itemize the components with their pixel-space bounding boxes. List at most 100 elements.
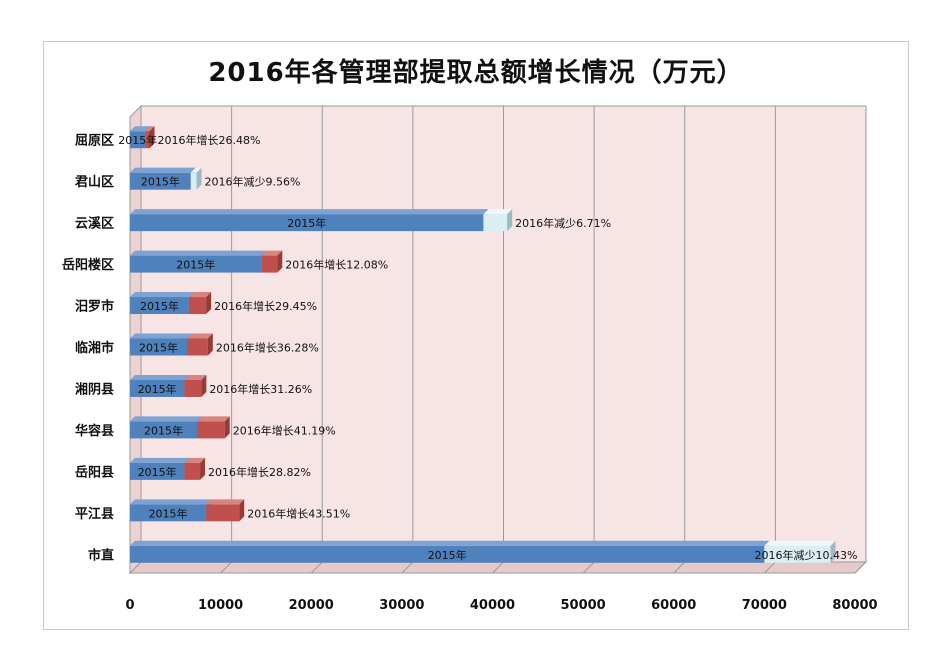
bar-increase-front — [145, 131, 150, 149]
bar-decrease — [190, 167, 202, 190]
bar-decrease-top — [483, 209, 513, 215]
x-tick-label: 80000 — [832, 598, 877, 613]
bar-2015-top — [130, 374, 190, 380]
bar-2015 — [130, 250, 267, 273]
base-data-label: 2015年 — [141, 175, 180, 189]
bar-2015-front — [130, 297, 189, 315]
bar-increase-side — [201, 374, 207, 397]
category-label: 华容县 — [75, 423, 114, 439]
category-label: 汨罗市 — [75, 299, 114, 315]
bar-decrease-top — [764, 540, 836, 546]
bar-increase — [206, 499, 245, 522]
base-data-label: 2015年 — [149, 506, 188, 520]
bar-increase-front — [184, 462, 201, 480]
bar-increase — [187, 333, 213, 356]
bar-2015-top — [130, 333, 193, 339]
category-label: 屈原区 — [75, 134, 114, 149]
bar-2015-top — [130, 499, 212, 505]
gridline-floor — [673, 561, 686, 574]
bar-decrease — [483, 209, 513, 232]
bar-increase-side — [207, 333, 213, 356]
bar-increase-side — [277, 250, 283, 273]
bar-2015-front — [130, 131, 146, 149]
x-tick-label: 30000 — [379, 598, 424, 613]
change-data-label: 2016年减少6.71% — [515, 216, 611, 230]
bar-increase — [197, 416, 230, 439]
bar-2015-top — [130, 540, 770, 546]
bar-2015-top — [130, 250, 267, 256]
bar-2015-front — [130, 172, 191, 190]
base-data-label: 2015年 — [139, 341, 178, 355]
bar-increase-top — [184, 457, 206, 463]
change-data-label: 2016年增长43.51% — [247, 506, 350, 520]
chart-title: 2016年各管理部提取总额增长情况（万元） — [208, 58, 744, 88]
bar-2015-top — [130, 209, 489, 215]
base-data-label: 2015年 — [176, 258, 215, 272]
bar-increase-front — [188, 297, 207, 315]
x-tick-label: 50000 — [561, 598, 606, 613]
bar-increase — [261, 250, 283, 273]
bar-decrease-top — [190, 167, 202, 173]
x-tick-label: 10000 — [198, 598, 243, 613]
category-label: 临湘市 — [75, 340, 114, 356]
bar-increase-side — [149, 126, 155, 149]
bar-increase-side — [224, 416, 230, 439]
bar-2015-front — [130, 338, 188, 356]
bar-2015-front — [130, 462, 185, 480]
bar-2015-top — [130, 292, 194, 298]
bar-increase-top — [188, 292, 212, 298]
gridline-floor — [764, 561, 776, 574]
bar-increase-top — [145, 126, 155, 132]
bar-increase-top — [206, 499, 245, 505]
bar-increase-front — [184, 379, 202, 397]
change-data-label: 2016年减少10.43% — [755, 548, 858, 562]
change-data-label: 2016年增长41.19% — [233, 423, 336, 437]
category-label: 云溪区 — [75, 216, 114, 232]
bar-2015-front — [130, 255, 262, 273]
bar-2015-top — [130, 416, 203, 422]
base-data-label: 2015年 — [287, 216, 326, 230]
change-data-label: 2016年增长36.28% — [216, 341, 319, 355]
base-data-label: 2015年 — [138, 465, 177, 479]
category-label: 君山区 — [75, 174, 114, 190]
change-data-label: 2016年增长12.08% — [285, 258, 388, 272]
category-label: 市直 — [88, 547, 114, 563]
x-tick-label: 60000 — [651, 598, 696, 613]
bar-increase — [188, 292, 212, 315]
gridline-floor — [401, 561, 414, 574]
bar-increase-top — [184, 374, 207, 380]
bar-decrease-front — [483, 214, 508, 232]
bar-decrease-front — [190, 172, 197, 190]
bar-decrease-side — [196, 167, 202, 190]
bar-increase-side — [200, 457, 206, 480]
bar-increase-front — [197, 421, 225, 439]
bar-increase-front — [206, 504, 240, 522]
change-data-label: 2016年增长31.26% — [209, 382, 312, 396]
base-data-label: 2015年 — [138, 382, 177, 396]
bar-increase-top — [261, 250, 283, 256]
base-data-label: 2015年 — [144, 423, 183, 437]
bar-decrease-side — [507, 209, 513, 232]
bar-increase — [184, 457, 206, 480]
bar-2015 — [130, 292, 194, 315]
base-data-label: 2015年 — [140, 299, 179, 313]
bar-increase-top — [187, 333, 213, 339]
gridline-floor — [310, 561, 323, 574]
bar-2015-front — [130, 214, 484, 232]
bar-2015-front — [130, 545, 765, 563]
x-tick-label: 40000 — [470, 598, 515, 613]
category-label: 平江县 — [75, 506, 114, 522]
gridline-floor — [492, 561, 504, 574]
bar-2015 — [130, 209, 489, 232]
bar-increase-front — [187, 338, 208, 356]
bar-increase-side — [206, 292, 212, 315]
bar-2015-front — [130, 379, 185, 397]
category-label: 岳阳县 — [75, 465, 114, 480]
bar-2015-front — [130, 504, 207, 522]
gridline-floor — [854, 561, 867, 574]
x-tick-label: 20000 — [289, 598, 334, 613]
base-data-label: 2015年 — [118, 133, 157, 147]
bar-increase-front — [261, 255, 278, 273]
category-label: 湘阴县 — [75, 381, 114, 397]
